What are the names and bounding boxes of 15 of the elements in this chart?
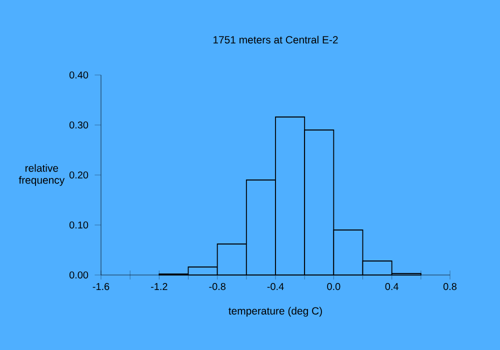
y-tick-label: 0.30 — [69, 121, 88, 129]
x-tick-label: -1.6 — [92, 283, 110, 290]
x-tick-label: 0.4 — [385, 283, 398, 290]
x-tick-label: -0.8 — [209, 283, 226, 290]
y-axis-title: relative frequency — [18, 164, 65, 186]
y-tick-label: 0.00 — [69, 271, 88, 279]
x-tick-label: -1.2 — [151, 283, 168, 290]
x-tick-label: -0.4 — [267, 283, 284, 290]
y-tick-label: 0.10 — [69, 221, 88, 229]
x-axis-title: temperature (deg C) — [228, 306, 322, 317]
x-tick-label: 0.0 — [327, 283, 340, 290]
y-tick-label: 0.20 — [69, 171, 88, 179]
chart-title: 1751 meters at Central E-2 — [214, 36, 338, 44]
y-tick-label: 0.40 — [69, 71, 88, 79]
x-tick-label: 0.8 — [443, 283, 456, 290]
